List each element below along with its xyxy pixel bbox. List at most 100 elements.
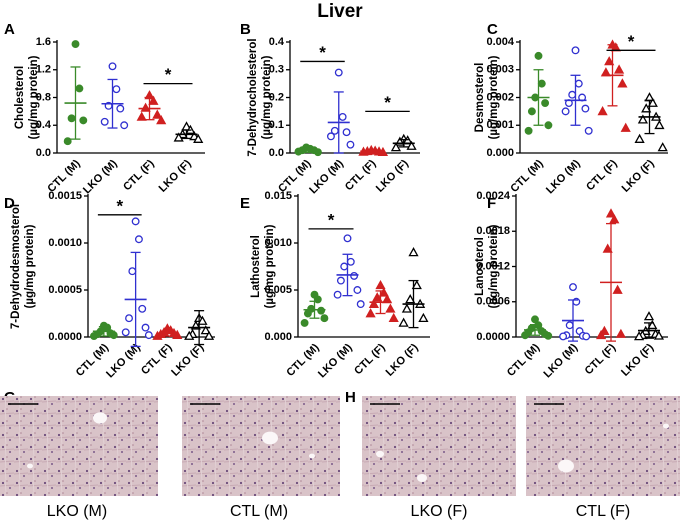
x-tick-label: CTL (F) xyxy=(343,157,379,193)
data-point xyxy=(67,114,76,123)
data-point xyxy=(336,276,345,285)
data-point xyxy=(408,247,419,257)
data-point xyxy=(125,314,133,323)
y-axis-label: 7-Dehydrocholesterol xyxy=(247,38,259,156)
data-point xyxy=(653,330,665,340)
data-point xyxy=(521,331,530,340)
data-point xyxy=(148,95,159,105)
data-point xyxy=(390,142,402,152)
data-point xyxy=(131,217,140,226)
data-point xyxy=(152,330,163,340)
data-point xyxy=(602,243,613,253)
image-caption: LKO (F) xyxy=(411,503,468,520)
data-point xyxy=(597,106,608,116)
y-tick-label: 1.2 xyxy=(36,64,51,76)
y-tick-label: 0.0005 xyxy=(48,284,82,296)
chart-panel: C Desmosterol (µg/mg protein) 0.000 0.001 0.0… xyxy=(474,21,668,196)
data-point xyxy=(333,290,342,299)
data-point xyxy=(372,292,383,302)
data-point xyxy=(193,133,204,143)
data-point xyxy=(537,79,546,88)
data-point xyxy=(411,279,422,290)
data-point xyxy=(613,64,625,74)
chart-panel: E Lathosterol (µg/mg protein) 0.000 0.005 0.0… xyxy=(240,190,430,380)
y-axis-label: (µg/mg protein) xyxy=(488,224,500,308)
y-axis-label: (µg/mg protein) xyxy=(264,224,276,308)
image-caption: CTL (F) xyxy=(576,503,631,520)
data-point xyxy=(405,294,416,304)
vessel xyxy=(663,423,669,429)
panel-label: B xyxy=(240,21,251,38)
y-tick-label: 0.0000 xyxy=(48,331,82,343)
vessel xyxy=(558,459,574,473)
y-tick-label: 0.8 xyxy=(36,91,51,103)
significance-label: * xyxy=(319,43,326,62)
y-tick-label: 0.0015 xyxy=(48,190,82,202)
data-point xyxy=(633,331,645,341)
data-point xyxy=(141,323,150,332)
x-tick-label: CTL (F) xyxy=(139,341,175,377)
data-point xyxy=(604,56,615,66)
data-point xyxy=(378,287,389,297)
data-point xyxy=(654,119,665,130)
y-tick-label: 0.0006 xyxy=(476,296,510,308)
y-axis-label: (µg/mg protein) xyxy=(261,55,273,139)
y-axis-label: Cholesterol xyxy=(14,66,26,129)
y-tick-label: 0.010 xyxy=(264,237,292,249)
y-axis-label: Lanosterol xyxy=(474,237,486,296)
data-point xyxy=(346,140,355,149)
significance-label: * xyxy=(384,93,391,112)
data-point xyxy=(634,133,645,143)
panel-label: E xyxy=(240,195,250,212)
data-point xyxy=(544,331,553,340)
data-point xyxy=(531,315,539,324)
data-point xyxy=(203,330,215,340)
data-point xyxy=(398,317,409,327)
x-tick-label: CTL (F) xyxy=(121,157,157,193)
data-point xyxy=(90,332,98,341)
data-point xyxy=(327,132,335,141)
chart-panel: B7-Dehydrocholesterol (µg/mg protein) 0.0 0… xyxy=(240,21,420,196)
data-point xyxy=(116,104,125,113)
data-point xyxy=(71,40,80,49)
data-point xyxy=(541,99,550,107)
data-point xyxy=(559,332,568,341)
y-axis-label: Lathosterol xyxy=(250,235,262,298)
panel-label: F xyxy=(487,195,496,212)
histology-image xyxy=(526,396,680,496)
data-point xyxy=(568,90,577,99)
x-tick-label: CTL (M) xyxy=(505,341,543,379)
panel-label: A xyxy=(4,21,15,38)
vessel xyxy=(417,474,427,482)
y-tick-label: 0.0018 xyxy=(476,225,510,237)
data-point xyxy=(544,121,553,130)
data-point xyxy=(184,330,195,340)
chart-panel: D7-Dehydrodesmosterol (µg/mg protein) 0.00… xyxy=(4,190,215,380)
y-tick-label: 0.003 xyxy=(486,64,514,76)
data-point xyxy=(108,62,117,71)
data-point xyxy=(100,117,109,126)
data-point xyxy=(173,132,184,142)
x-tick-label: LKO (M) xyxy=(316,341,355,380)
panel-label: H xyxy=(345,389,356,406)
data-point xyxy=(534,51,543,60)
data-point xyxy=(109,331,118,340)
data-point xyxy=(641,103,652,113)
data-point xyxy=(418,312,429,323)
data-point xyxy=(200,325,211,335)
data-point xyxy=(609,214,620,224)
data-point xyxy=(581,104,590,113)
x-tick-label: LKO (M) xyxy=(307,157,346,196)
data-point xyxy=(75,84,84,93)
x-tick-label: CTL (F) xyxy=(352,341,388,377)
y-tick-label: 0.0010 xyxy=(48,237,82,249)
significance-label: * xyxy=(165,65,172,84)
data-point xyxy=(637,114,649,124)
data-point xyxy=(584,126,593,135)
y-tick-label: 0.001 xyxy=(486,119,514,131)
vessel xyxy=(376,450,384,458)
data-point xyxy=(172,329,183,339)
data-point xyxy=(340,262,349,271)
